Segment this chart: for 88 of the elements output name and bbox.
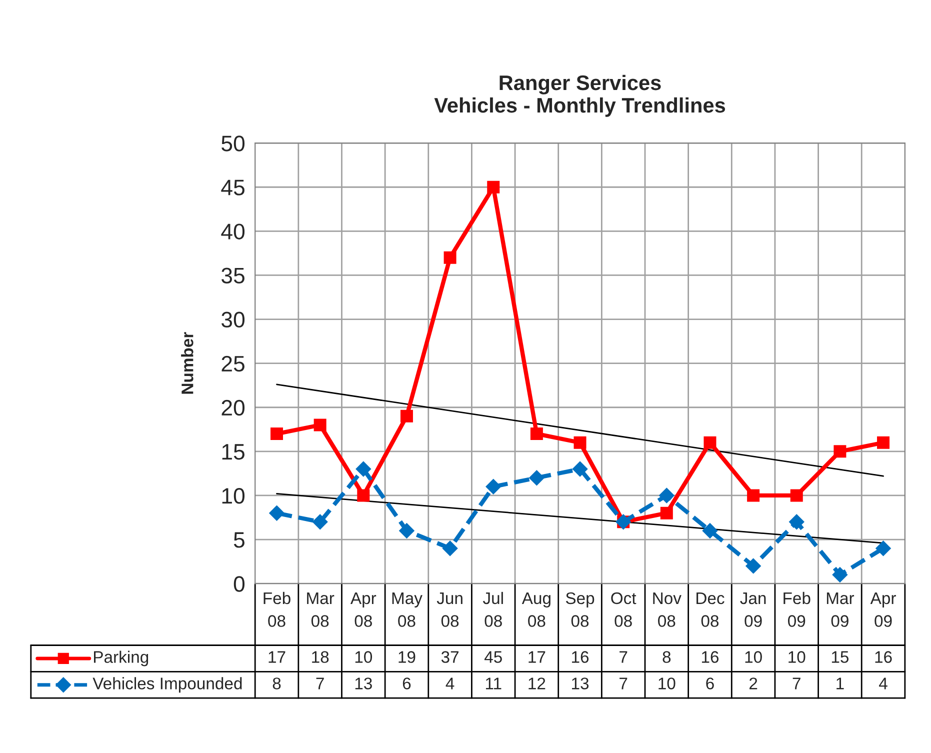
data-label: 11 xyxy=(486,678,502,690)
y-tick-label: 40 xyxy=(221,224,245,240)
point xyxy=(530,428,543,440)
data-label: 8 xyxy=(272,678,281,690)
data-label: 10 xyxy=(355,651,372,663)
data-label: 4 xyxy=(446,678,454,690)
data-label: 13 xyxy=(572,678,589,690)
x-tick-label: Mar 08 xyxy=(307,592,334,627)
point xyxy=(487,180,500,194)
legend-label: Vehicles Impounded xyxy=(92,677,242,693)
data-label: 7 xyxy=(316,678,324,690)
data-label: 45 xyxy=(484,651,502,663)
x-tick-label: Jul 08 xyxy=(482,592,503,627)
x-tick-label: Oct 08 xyxy=(611,592,636,627)
data-label: 7 xyxy=(620,651,628,663)
x-tick-label: May 08 xyxy=(392,592,422,627)
data-label: 1 xyxy=(836,678,844,690)
y-tick-label: 10 xyxy=(222,488,245,504)
y-tick-label: 15 xyxy=(222,444,244,460)
y-tick-label: 20 xyxy=(222,400,245,416)
data-label: 19 xyxy=(398,651,416,663)
point xyxy=(659,488,674,504)
x-tick-label: Feb 09 xyxy=(784,592,810,627)
x-tick-label: Aug 08 xyxy=(522,592,550,627)
data-label: 6 xyxy=(402,678,411,690)
point xyxy=(876,540,891,556)
data-label: 16 xyxy=(875,651,892,663)
point xyxy=(702,523,718,538)
data-label: 2 xyxy=(750,678,758,690)
y-tick-label: 5 xyxy=(234,532,244,548)
point xyxy=(704,436,716,449)
x-tick-label: Apr 08 xyxy=(350,592,376,627)
data-label: 12 xyxy=(528,678,546,690)
point xyxy=(529,470,544,486)
data-label: 7 xyxy=(792,678,800,690)
point xyxy=(314,418,326,432)
point xyxy=(356,461,371,477)
data-label: 17 xyxy=(528,651,546,663)
point xyxy=(442,540,458,556)
point xyxy=(747,489,760,502)
data-label: 10 xyxy=(658,678,676,690)
x-tick-label: Feb 08 xyxy=(264,592,290,627)
data-label: 7 xyxy=(620,678,628,690)
point xyxy=(877,436,890,449)
x-tick-label: Nov 08 xyxy=(653,592,682,627)
x-tick-label: Apr 09 xyxy=(870,592,896,627)
point xyxy=(660,506,673,520)
y-tick-label: 30 xyxy=(222,312,245,328)
x-tick-label: Mar 09 xyxy=(826,592,854,627)
point xyxy=(357,489,370,502)
y-tick-label: 0 xyxy=(234,576,245,592)
point xyxy=(790,489,803,502)
point xyxy=(399,523,414,538)
data-label: 6 xyxy=(706,678,714,690)
data-label: 4 xyxy=(879,678,888,690)
legend-label: Parking xyxy=(94,650,148,666)
chart-title: Ranger Services Vehicles - Monthly Trendlines xyxy=(434,74,726,117)
data-label: 16 xyxy=(572,651,589,663)
point xyxy=(834,445,846,458)
y-tick-label: 50 xyxy=(222,136,245,152)
point xyxy=(789,514,804,530)
data-label: 16 xyxy=(702,651,719,663)
data-label: 13 xyxy=(355,678,372,690)
point xyxy=(400,410,413,422)
y-axis-title: Number xyxy=(181,332,194,394)
x-tick-label: Sep 08 xyxy=(566,592,594,627)
data-label: 18 xyxy=(312,651,329,663)
point xyxy=(444,251,456,264)
point xyxy=(572,461,588,477)
y-tick-label: 35 xyxy=(222,268,244,284)
data-label: 10 xyxy=(788,651,806,663)
x-tick-label: Jan 09 xyxy=(740,592,766,627)
point xyxy=(270,428,284,440)
point xyxy=(746,558,761,574)
data-label: 17 xyxy=(268,651,286,663)
point xyxy=(269,506,284,521)
data-label: 8 xyxy=(662,651,671,663)
data-label: 10 xyxy=(745,651,762,663)
point xyxy=(574,436,586,449)
x-tick-label: Dec 08 xyxy=(696,592,724,627)
point xyxy=(486,479,501,494)
x-tick-label: Jun 08 xyxy=(436,592,462,627)
data-label: 37 xyxy=(441,651,458,663)
point xyxy=(312,514,328,530)
y-tick-label: 45 xyxy=(221,180,244,196)
y-tick-label: 25 xyxy=(222,356,244,372)
data-label: 15 xyxy=(832,651,849,663)
point xyxy=(832,567,848,582)
